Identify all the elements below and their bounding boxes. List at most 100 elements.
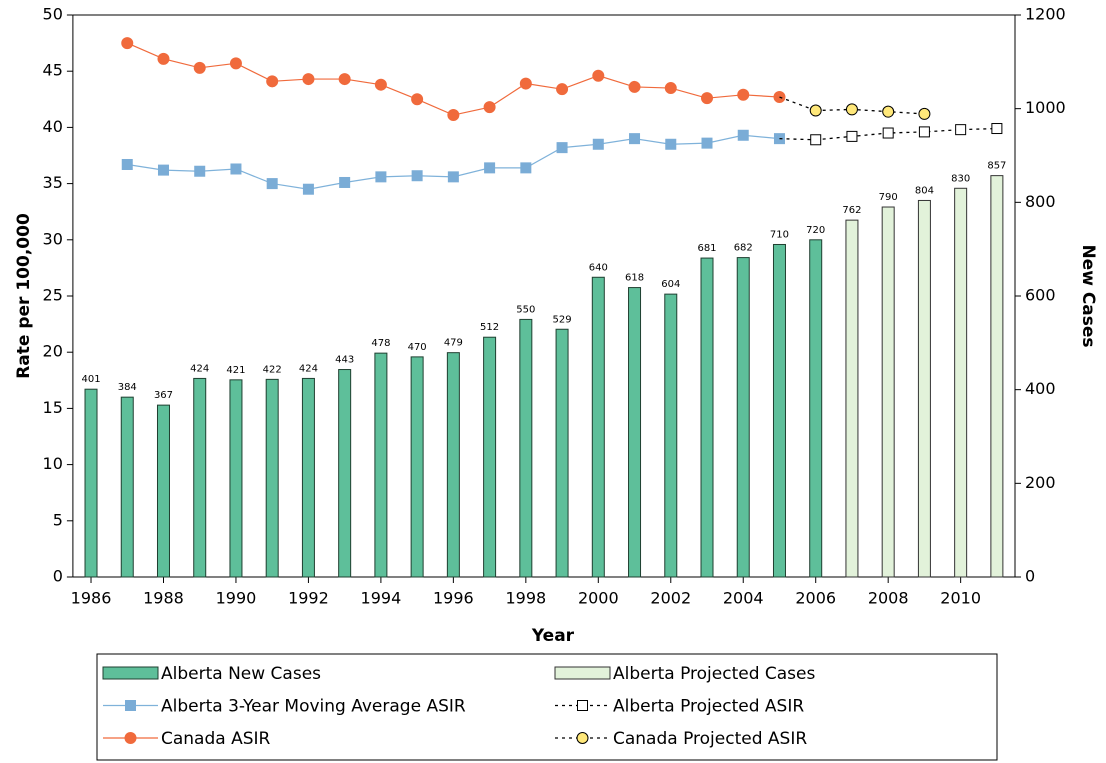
bar [301, 377, 315, 578]
y2-axis-title: New Cases [1078, 244, 1098, 347]
bar [954, 187, 968, 578]
bar [193, 377, 207, 578]
marker [519, 77, 532, 90]
bar-value-label: 710 [770, 229, 789, 240]
marker [810, 134, 822, 146]
x-tick-label: 1998 [505, 589, 546, 608]
bar [338, 369, 352, 578]
legend-marker [124, 732, 137, 744]
bar-value-label: 762 [842, 205, 861, 216]
marker [266, 75, 279, 88]
bar-value-label: 479 [444, 338, 463, 349]
x-tick-label: 2002 [650, 589, 691, 608]
bar [809, 239, 823, 578]
bar [736, 257, 750, 578]
y-tick-label: 40 [43, 117, 63, 136]
y2-tick-label: 0 [1025, 567, 1035, 586]
marker [157, 164, 169, 176]
marker [338, 73, 351, 86]
line [815, 108, 925, 115]
x-tick-label: 2000 [578, 589, 619, 608]
marker [701, 92, 714, 105]
marker [483, 101, 496, 114]
marker [556, 142, 568, 154]
legend-label: Alberta Projected ASIR [613, 697, 804, 717]
marker [339, 176, 351, 188]
bar [700, 257, 714, 578]
bar-value-label: 550 [516, 304, 535, 315]
bar [772, 243, 786, 578]
x-tick-label: 2004 [723, 589, 764, 608]
bar-value-label: 857 [987, 161, 1006, 172]
marker [411, 93, 424, 106]
legend-swatch [102, 666, 159, 680]
bar-value-label: 618 [625, 273, 644, 284]
marker [230, 163, 242, 175]
bar-value-label: 424 [299, 363, 318, 374]
marker [737, 88, 750, 101]
marker [664, 82, 677, 95]
y2-tick-label: 400 [1025, 379, 1056, 398]
bar-value-label: 470 [408, 342, 427, 353]
y2-tick-label: 600 [1025, 286, 1056, 305]
marker [193, 61, 206, 74]
marker [592, 138, 604, 150]
bar-value-label: 424 [190, 363, 209, 374]
bar-value-label: 830 [951, 173, 970, 184]
connector [779, 137, 816, 141]
y-tick-label: 45 [43, 61, 63, 80]
x-tick-label: 1992 [288, 589, 329, 608]
bar [881, 206, 895, 578]
bar [555, 328, 569, 578]
legend-label: Canada ASIR [161, 729, 271, 749]
x-tick-label: 1986 [71, 589, 112, 608]
bar-value-label: 790 [879, 192, 898, 203]
y-tick-label: 35 [43, 173, 63, 192]
y-tick-label: 25 [43, 286, 63, 305]
bar [265, 378, 279, 578]
bar-value-label: 401 [81, 374, 100, 385]
y-tick-label: 15 [43, 398, 63, 417]
marker [157, 52, 170, 65]
bar-value-label: 681 [697, 243, 716, 254]
y-tick-label: 5 [53, 510, 63, 529]
marker [302, 183, 314, 195]
legend-box [96, 653, 998, 761]
bar [917, 199, 931, 578]
bar [628, 287, 642, 578]
bar-value-label: 682 [734, 243, 753, 254]
y2-tick-label: 1000 [1025, 98, 1066, 117]
bar [156, 404, 170, 578]
legend-marker [576, 732, 589, 744]
x-tick-label: 2010 [940, 589, 981, 608]
bar-value-label: 720 [806, 225, 825, 236]
bar [591, 276, 605, 578]
bar [483, 336, 497, 578]
bar [519, 318, 533, 578]
x-tick-label: 2006 [795, 589, 836, 608]
y-tick-label: 10 [43, 454, 63, 473]
y2-tick-label: 1200 [1025, 5, 1066, 24]
bar-value-label: 478 [371, 338, 390, 349]
bar-value-label: 529 [553, 314, 572, 325]
bar [990, 175, 1004, 578]
x-tick-label: 2008 [868, 589, 909, 608]
y-tick-label: 0 [53, 567, 63, 586]
x-tick-label: 1996 [433, 589, 474, 608]
bar [374, 352, 388, 578]
bar [446, 352, 460, 578]
marker [737, 129, 749, 141]
marker [411, 170, 423, 182]
bar [845, 219, 859, 578]
x-axis-title: Year [531, 626, 575, 646]
bar [410, 356, 424, 578]
legend-marker [125, 700, 136, 711]
legend-marker [577, 700, 588, 711]
marker [882, 105, 895, 118]
marker [955, 124, 967, 136]
line [815, 127, 997, 141]
x-tick-label: 1990 [216, 589, 257, 608]
legend-label: Alberta Projected Cases [613, 664, 815, 684]
x-tick-label: 1994 [361, 589, 402, 608]
